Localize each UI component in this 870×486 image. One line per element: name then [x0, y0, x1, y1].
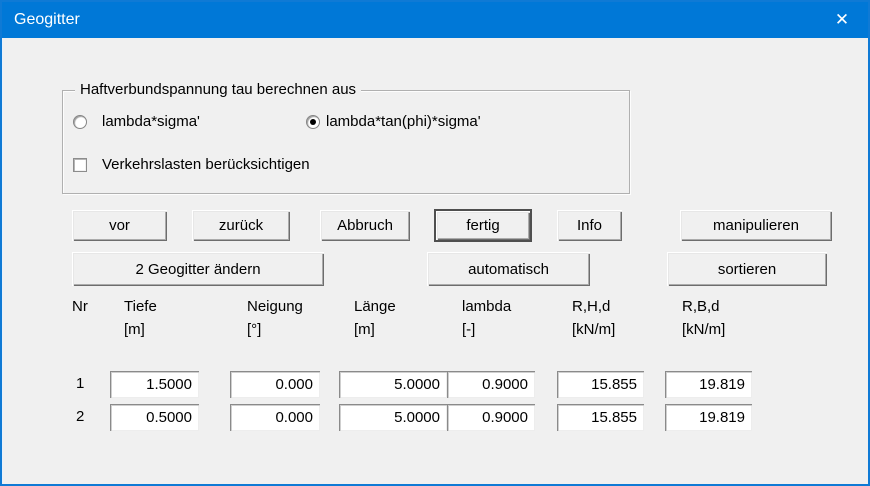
row-number: 1: [76, 375, 85, 392]
row1-laenge-field[interactable]: [339, 371, 447, 398]
col-unit-rbd: [kN/m]: [682, 321, 726, 338]
col-header-neigung: Neigung: [247, 298, 303, 315]
row1-rbd-field[interactable]: [665, 371, 752, 398]
vor-button[interactable]: vor: [72, 210, 167, 241]
abbruch-button[interactable]: Abbruch: [320, 210, 410, 241]
col-unit-laenge: [m]: [354, 321, 375, 338]
fertig-button[interactable]: fertig: [436, 211, 530, 240]
col-header-tiefe: Tiefe: [124, 298, 157, 315]
traffic-loads-checkbox[interactable]: [73, 158, 87, 172]
sortieren-button[interactable]: sortieren: [667, 252, 827, 286]
col-header-laenge: Länge: [354, 298, 396, 315]
traffic-loads-checkbox-label[interactable]: Verkehrslasten berücksichtigen: [102, 156, 310, 173]
row1-lambda-field[interactable]: [447, 371, 535, 398]
title-bar[interactable]: Geogitter ✕: [2, 2, 868, 38]
close-icon[interactable]: ✕: [834, 10, 850, 29]
row1-rhd-field[interactable]: [557, 371, 644, 398]
radio-lambda-sigma-label[interactable]: lambda*sigma': [102, 113, 200, 130]
row1-neigung-field[interactable]: [230, 371, 320, 398]
geogitter-aendern-button[interactable]: 2 Geogitter ändern: [72, 252, 324, 286]
col-unit-lambda: [-]: [462, 321, 476, 338]
row1-tiefe-field[interactable]: [110, 371, 199, 398]
col-unit-rhd: [kN/m]: [572, 321, 616, 338]
tau-groupbox-label: Haftverbundspannung tau berechnen aus: [75, 81, 362, 98]
zurueck-button[interactable]: zurück: [192, 210, 290, 241]
row2-rhd-field[interactable]: [557, 404, 644, 431]
manipulieren-button[interactable]: manipulieren: [680, 210, 832, 241]
row2-rbd-field[interactable]: [665, 404, 752, 431]
row2-lambda-field[interactable]: [447, 404, 535, 431]
info-button[interactable]: Info: [557, 210, 622, 241]
row-number: 2: [76, 408, 85, 425]
tau-groupbox: [62, 90, 630, 194]
col-header-rbd: R,B,d: [682, 298, 720, 315]
radio-lambda-sigma[interactable]: [73, 115, 87, 129]
row2-laenge-field[interactable]: [339, 404, 447, 431]
col-header-lambda: lambda: [462, 298, 512, 315]
row2-neigung-field[interactable]: [230, 404, 320, 431]
col-header-rhd: R,H,d: [572, 298, 611, 315]
automatisch-button[interactable]: automatisch: [427, 252, 590, 286]
col-header-nr: Nr: [72, 298, 88, 315]
radio-lambda-tanphi-sigma-label[interactable]: lambda*tan(phi)*sigma': [326, 113, 481, 130]
row2-tiefe-field[interactable]: [110, 404, 199, 431]
window-title: Geogitter: [14, 11, 80, 28]
col-unit-neigung: [°]: [247, 321, 262, 338]
col-unit-tiefe: [m]: [124, 321, 145, 338]
radio-lambda-tanphi-sigma[interactable]: [306, 115, 320, 129]
